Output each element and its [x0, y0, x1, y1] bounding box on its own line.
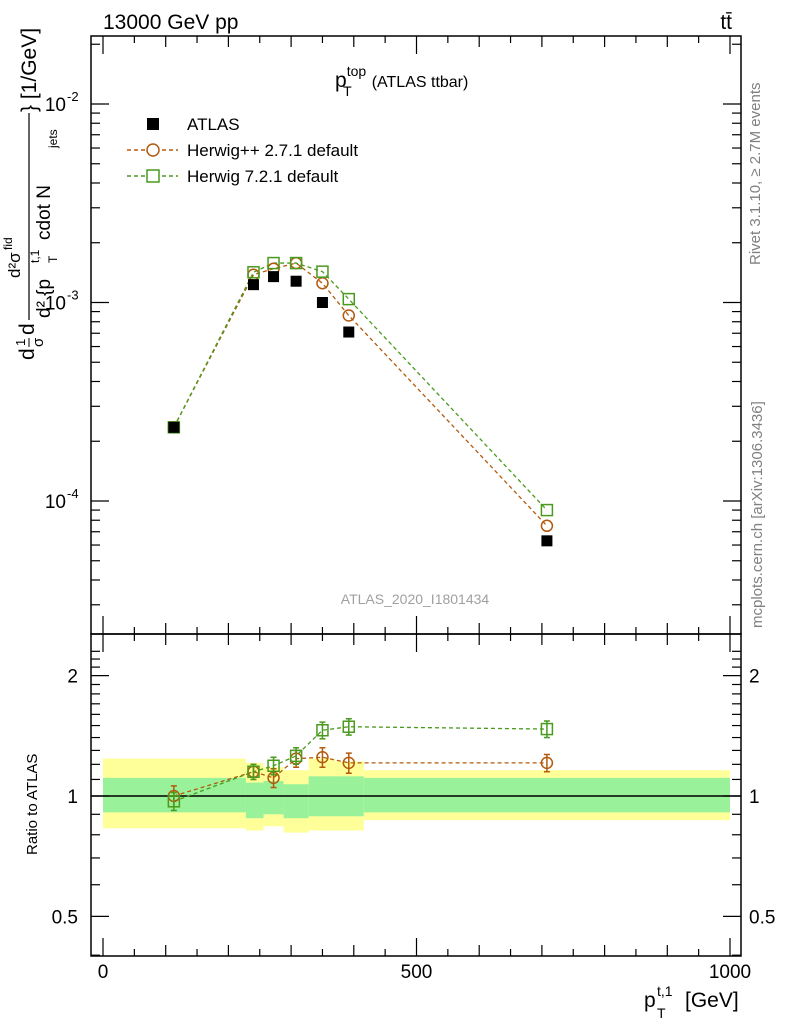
svg-text:cdot N: cdot N [34, 185, 55, 240]
rivet-label: Rivet 3.1.10, ≥ 2.7M events [747, 83, 764, 266]
svg-text:d²σ: d²σ [5, 252, 24, 278]
band-inner-3 [283, 784, 309, 819]
herwigpp-point [247, 268, 260, 281]
legend-marker-atlas [147, 118, 159, 130]
herwig7-ratio-point [289, 749, 303, 763]
ratio-tick-label: 0.5 [52, 907, 78, 928]
y-tick-label-exp: -3 [67, 288, 79, 303]
herwig7-ratio-point [247, 765, 260, 778]
atlas-point [247, 279, 259, 291]
legend-label-atlas: ATLAS [187, 115, 240, 134]
ratio-tick-label: 1 [67, 787, 78, 808]
atlas-point [316, 297, 328, 308]
herwig7-ratio-point [267, 759, 280, 773]
herwigpp-main-line [173, 262, 548, 527]
svg-text:σ: σ [30, 337, 47, 347]
svg-text:p: p [644, 989, 656, 1012]
y-axis-label: d 1 σ d d²σ fid d² {p t,1 T cdot N jets … [1, 28, 60, 360]
legend-marker-herwigpp [146, 143, 160, 157]
ratio-tick-label: 2 [67, 667, 78, 688]
y-tick-label: 10 [45, 95, 66, 116]
herwigpp-point [342, 309, 356, 322]
herwigpp-point [540, 519, 554, 533]
y-tick-label: 10 [45, 492, 66, 513]
svg-text:T: T [657, 1005, 666, 1021]
band-inner-2 [263, 781, 284, 815]
analysis-id: ATLAS_2020_I1801434 [341, 591, 490, 607]
data-markers [167, 256, 554, 812]
y-tick-label-exp: -2 [67, 89, 79, 104]
herwig7-main-line [173, 262, 548, 511]
herwigpp-ratio-point [342, 756, 356, 770]
atlas-point [290, 275, 302, 287]
svg-text:d: d [16, 348, 39, 360]
svg-text:jets: jets [46, 129, 60, 149]
ratio-axis-label: Ratio to ATLAS [24, 754, 41, 855]
series-lines [173, 262, 548, 802]
process-label: tt̄ [720, 11, 732, 34]
svg-text:T: T [46, 255, 60, 263]
legend-label-herwig7: Herwig 7.2.1 default [187, 167, 338, 186]
herwig7-point [540, 503, 554, 517]
herwig7-point [247, 266, 260, 279]
svg-text:fid: fid [1, 237, 15, 250]
axis-ticks: 10 -210 -310 -42 21 10.5 0.50 500 1000 [45, 36, 775, 983]
svg-text:d² {p: d² {p [34, 279, 55, 318]
x-axis-label: p t,1 T [GeV] [644, 983, 739, 1021]
x-tick-label: 0 [98, 962, 109, 983]
x-tick-label: 500 [401, 962, 433, 983]
atlas-point [541, 535, 553, 547]
plot-title: ptop T (ATLAS ttbar) [335, 63, 468, 99]
herwigpp-point [316, 277, 329, 290]
herwig7-ratio-point [167, 795, 181, 808]
band-inner-1 [245, 782, 264, 819]
herwigpp-ratio-point [316, 750, 329, 764]
ratio-tick-label-right: 0.5 [749, 907, 775, 928]
herwig7-ratio-point [316, 724, 329, 737]
herwigpp-ratio-point [540, 756, 554, 770]
herwig7-ratio-point [540, 722, 554, 736]
legend-marker-herwig7 [146, 169, 160, 183]
svg-text:t,1: t,1 [657, 983, 673, 999]
atlas-point [168, 421, 180, 433]
atlas-point [268, 271, 280, 283]
herwig7-ratio-point [342, 720, 356, 733]
svg-text:d: d [16, 323, 39, 335]
herwig7-point [289, 256, 303, 270]
band-inner-6 [363, 777, 730, 813]
legend: ATLAS Herwig++ 2.7.1 default Herwig 7.2.… [127, 115, 358, 186]
y-tick-label-exp: -4 [67, 486, 79, 501]
herwig7-point [267, 256, 280, 270]
ratio-tick-label-right: 2 [749, 667, 760, 688]
x-tick-label: 1000 [709, 962, 751, 983]
svg-text:} [1/GeV]: } [1/GeV] [18, 28, 41, 112]
svg-text:[GeV]: [GeV] [685, 989, 739, 1012]
svg-text:1: 1 [13, 339, 28, 346]
herwig7-point [342, 292, 356, 306]
atlas-point [343, 326, 355, 338]
herwig7-point [316, 265, 329, 278]
ratio-tick-label-right: 1 [749, 787, 760, 808]
mcplots-label: mcplots.cern.ch [arXiv:1306.3436] [749, 401, 766, 628]
beam-label: 13000 GeV pp [103, 11, 238, 34]
svg-text:t,1: t,1 [28, 249, 42, 263]
y-tick-label: 10 [45, 294, 66, 315]
legend-label-herwigpp: Herwig++ 2.7.1 default [187, 141, 358, 160]
